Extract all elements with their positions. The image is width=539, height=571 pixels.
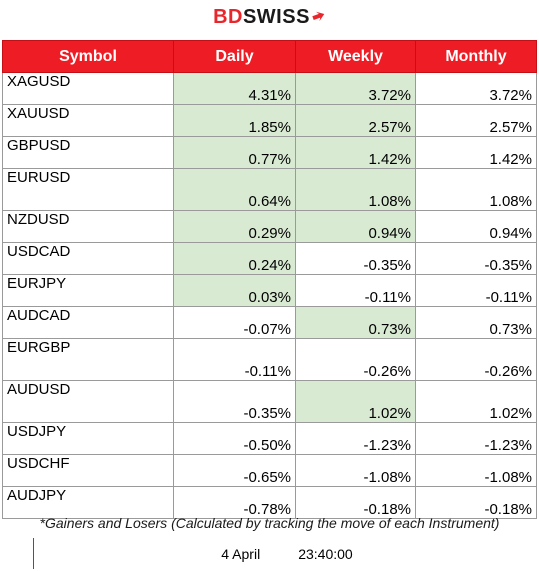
symbol-cell: EURJPY [2, 274, 174, 307]
header-symbol: Symbol [2, 40, 174, 73]
table-row: NZDUSD 0.29% 0.94% 0.94% [2, 210, 537, 243]
daily-cell: 1.85% [173, 104, 296, 137]
table-row: XAGUSD 4.31% 3.72% 3.72% [2, 72, 537, 105]
symbol-cell: EURUSD [2, 168, 174, 211]
monthly-cell: 2.57% [415, 104, 537, 137]
monthly-cell: 3.72% [415, 72, 537, 105]
monthly-cell: -0.35% [415, 242, 537, 275]
monthly-cell: -0.11% [415, 274, 537, 307]
weekly-cell: 1.02% [295, 380, 416, 423]
monthly-cell: -0.18% [415, 486, 537, 519]
daily-cell: -0.78% [173, 486, 296, 519]
weekly-cell: 1.42% [295, 136, 416, 169]
table-row: GBPUSD 0.77% 1.42% 1.42% [2, 136, 537, 169]
weekly-cell: -1.08% [295, 454, 416, 487]
monthly-cell: 0.73% [415, 306, 537, 339]
weekly-cell: -0.26% [295, 338, 416, 381]
header-weekly: Weekly [295, 40, 416, 73]
daily-cell: -0.35% [173, 380, 296, 423]
table-row: EURGBP -0.11% -0.26% -0.26% [2, 338, 537, 381]
symbol-cell: NZDUSD [2, 210, 174, 243]
weekly-cell: 0.73% [295, 306, 416, 339]
weekly-cell: 2.57% [295, 104, 416, 137]
monthly-cell: 0.94% [415, 210, 537, 243]
symbol-cell: GBPUSD [2, 136, 174, 169]
weekly-cell: 1.08% [295, 168, 416, 211]
daily-cell: 0.64% [173, 168, 296, 211]
table-row: EURJPY 0.03% -0.11% -0.11% [2, 274, 537, 307]
header-row: Symbol Daily Weekly Monthly [2, 40, 537, 73]
weekly-cell: -0.18% [295, 486, 416, 519]
weekly-cell: -1.23% [295, 422, 416, 455]
brand-name-rest: SWISS [242, 5, 310, 28]
daily-cell: 0.29% [173, 210, 296, 243]
table-row: USDCHF -0.65% -1.08% -1.08% [2, 454, 537, 487]
daily-cell: -0.07% [173, 306, 296, 339]
symbol-cell: AUDJPY [2, 486, 174, 519]
monthly-cell: -0.26% [415, 338, 537, 381]
table-row: USDJPY -0.50% -1.23% -1.23% [2, 422, 537, 455]
weekly-cell: -0.35% [295, 242, 416, 275]
weekly-cell: 0.94% [295, 210, 416, 243]
table-row: AUDCAD -0.07% 0.73% 0.73% [2, 306, 537, 339]
daily-cell: -0.50% [173, 422, 296, 455]
daily-cell: 4.31% [173, 72, 296, 105]
timestamp-time: 23:40:00 [298, 546, 353, 562]
table-row: EURUSD 0.64% 1.08% 1.08% [2, 168, 537, 211]
monthly-cell: 1.42% [415, 136, 537, 169]
header-daily: Daily [173, 40, 296, 73]
timestamp-date: 4 April [221, 546, 261, 562]
table-row: AUDJPY -0.78% -0.18% -0.18% [2, 486, 537, 519]
header-monthly: Monthly [415, 40, 537, 73]
table-row: USDCAD 0.24% -0.35% -0.35% [2, 242, 537, 275]
daily-cell: 0.24% [173, 242, 296, 275]
footnote: *Gainers and Losers (Calculated by track… [39, 515, 500, 531]
brand-logo: BDSWISS [0, 6, 539, 28]
table-row: AUDUSD -0.35% 1.02% 1.02% [2, 380, 537, 423]
monthly-cell: 1.02% [415, 380, 537, 423]
monthly-cell: 1.08% [415, 168, 537, 211]
daily-cell: -0.11% [173, 338, 296, 381]
daily-cell: 0.77% [173, 136, 296, 169]
symbol-cell: XAUUSD [2, 104, 174, 137]
daily-cell: 0.03% [173, 274, 296, 307]
symbol-cell: AUDUSD [2, 380, 174, 423]
brand-name-first: BD [213, 5, 243, 28]
weekly-cell: -0.11% [295, 274, 416, 307]
daily-cell: -0.65% [173, 454, 296, 487]
brand-name: BDSWISS [213, 6, 310, 29]
symbol-cell: USDCAD [2, 242, 174, 275]
symbol-cell: EURGBP [2, 338, 174, 381]
symbol-cell: AUDCAD [2, 306, 174, 339]
symbol-cell: USDJPY [2, 422, 174, 455]
timestamp-box: 4 April 23:40:00 [33, 538, 539, 569]
weekly-cell: 3.72% [295, 72, 416, 105]
performance-table: Symbol Daily Weekly Monthly XAGUSD 4.31% 3… [2, 40, 537, 519]
symbol-cell: USDCHF [2, 454, 174, 487]
symbol-cell: XAGUSD [2, 72, 174, 105]
monthly-cell: -1.08% [415, 454, 537, 487]
arrow-icon [312, 11, 325, 22]
monthly-cell: -1.23% [415, 422, 537, 455]
table-row: XAUUSD 1.85% 2.57% 2.57% [2, 104, 537, 137]
